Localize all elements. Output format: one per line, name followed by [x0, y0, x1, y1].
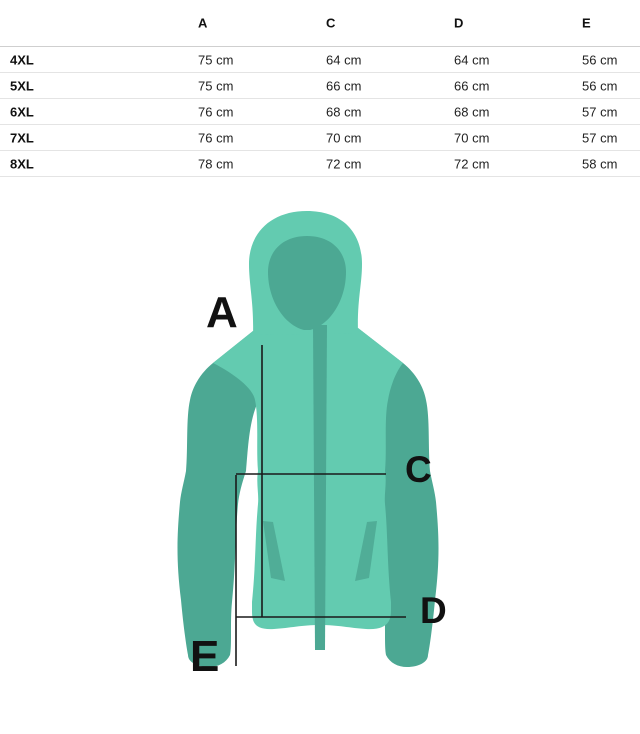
svg-text:A: A	[206, 288, 238, 337]
svg-text:D: D	[420, 590, 447, 631]
svg-text:E: E	[190, 632, 219, 681]
svg-text:C: C	[405, 449, 432, 490]
